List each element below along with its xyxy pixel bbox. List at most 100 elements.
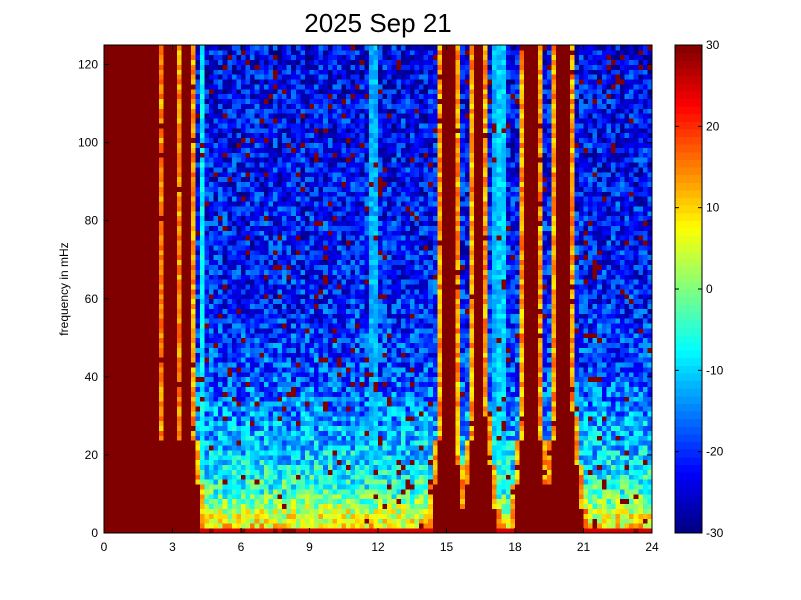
heatmap-cell (282, 498, 288, 505)
heatmap-cell (309, 142, 315, 148)
heatmap-cell (135, 171, 141, 178)
heatmap-cell (167, 176, 173, 183)
heatmap-cell (140, 279, 146, 285)
heatmap-cell (149, 498, 155, 505)
heatmap-cell (263, 201, 269, 207)
heatmap-cell (149, 342, 155, 348)
heatmap-cell (309, 137, 315, 143)
heatmap-cell (158, 79, 164, 85)
heatmap-cell (263, 171, 269, 178)
heatmap-cell (135, 293, 141, 300)
heatmap-cell (304, 254, 310, 261)
heatmap-cell (282, 147, 288, 153)
heatmap-cell (108, 162, 114, 168)
heatmap-cell (291, 367, 297, 373)
heatmap-cell (218, 54, 224, 61)
heatmap-cell (181, 489, 187, 495)
heatmap-cell (327, 103, 333, 109)
heatmap-cell (140, 162, 146, 168)
heatmap-cell (135, 235, 141, 241)
heatmap-cell (181, 113, 187, 119)
heatmap-cell (314, 230, 320, 236)
heatmap-cell (190, 425, 196, 431)
heatmap-cell (163, 240, 169, 246)
heatmap-cell (272, 181, 278, 187)
heatmap-cell (286, 230, 292, 236)
heatmap-cell (218, 498, 224, 505)
heatmap-cell (145, 323, 151, 329)
heatmap-cell (304, 459, 310, 466)
heatmap-cell (158, 464, 164, 470)
heatmap-cell (145, 391, 151, 397)
heatmap-cell (131, 201, 137, 207)
heatmap-cell (236, 113, 242, 119)
heatmap-cell (158, 396, 164, 402)
heatmap-cell (104, 59, 109, 65)
heatmap-cell (204, 479, 210, 485)
heatmap-cell (236, 367, 242, 373)
heatmap-cell (149, 162, 155, 168)
heatmap-cell (204, 157, 210, 163)
heatmap-cell (304, 157, 310, 163)
heatmap-cell (295, 181, 301, 187)
heatmap-cell (149, 328, 155, 334)
heatmap-cell (145, 264, 151, 270)
heatmap-cell (222, 435, 228, 441)
heatmap-cell (145, 108, 151, 114)
heatmap-cell (227, 508, 233, 514)
heatmap-cell (213, 279, 219, 285)
heatmap-cell (259, 245, 265, 251)
heatmap-cell (172, 493, 178, 500)
heatmap-cell (327, 264, 333, 270)
heatmap-cell (300, 118, 306, 124)
heatmap-cell (186, 54, 192, 61)
heatmap-cell (277, 230, 283, 236)
heatmap-cell (245, 357, 251, 363)
heatmap-cell (213, 318, 219, 324)
heatmap-cell (323, 157, 329, 163)
heatmap-cell (231, 191, 237, 197)
heatmap-cell (263, 420, 269, 427)
heatmap-cell (295, 313, 301, 319)
heatmap-cell (126, 415, 132, 422)
heatmap-cell (286, 171, 292, 178)
heatmap-cell (154, 342, 160, 348)
heatmap-cell (113, 332, 119, 339)
heatmap-cell (231, 245, 237, 251)
heatmap-cell (145, 493, 151, 500)
heatmap-cell (218, 74, 224, 80)
heatmap-cell (117, 245, 123, 251)
heatmap-cell (126, 357, 132, 363)
heatmap-cell (254, 49, 260, 56)
heatmap-cell (145, 191, 151, 197)
heatmap-cell (295, 245, 301, 251)
heatmap-cell (295, 259, 301, 265)
heatmap-cell (259, 391, 265, 397)
heatmap-cell (186, 49, 192, 56)
heatmap-cell (304, 132, 310, 139)
heatmap-cell (131, 323, 137, 329)
heatmap-cell (122, 191, 128, 197)
heatmap-cell (327, 298, 333, 305)
heatmap-cell (186, 328, 192, 334)
heatmap-cell (318, 293, 324, 300)
heatmap-cell (218, 206, 224, 212)
heatmap-cell (222, 386, 228, 392)
heatmap-cell (222, 357, 228, 363)
heatmap-cell (126, 245, 132, 251)
heatmap-cell (190, 318, 196, 324)
heatmap-cell (199, 298, 205, 305)
heatmap-cell (309, 523, 315, 529)
heatmap-cell (231, 420, 237, 427)
heatmap-cell (149, 332, 155, 339)
heatmap-cell (295, 518, 301, 524)
heatmap-cell (158, 225, 164, 231)
heatmap-cell (327, 127, 333, 134)
heatmap-cell (323, 445, 329, 451)
heatmap-cell (291, 186, 297, 192)
heatmap-cell (108, 371, 114, 378)
heatmap-cell (236, 74, 242, 80)
heatmap-cell (204, 484, 210, 490)
heatmap-cell (209, 406, 214, 412)
heatmap-cell (154, 489, 160, 495)
